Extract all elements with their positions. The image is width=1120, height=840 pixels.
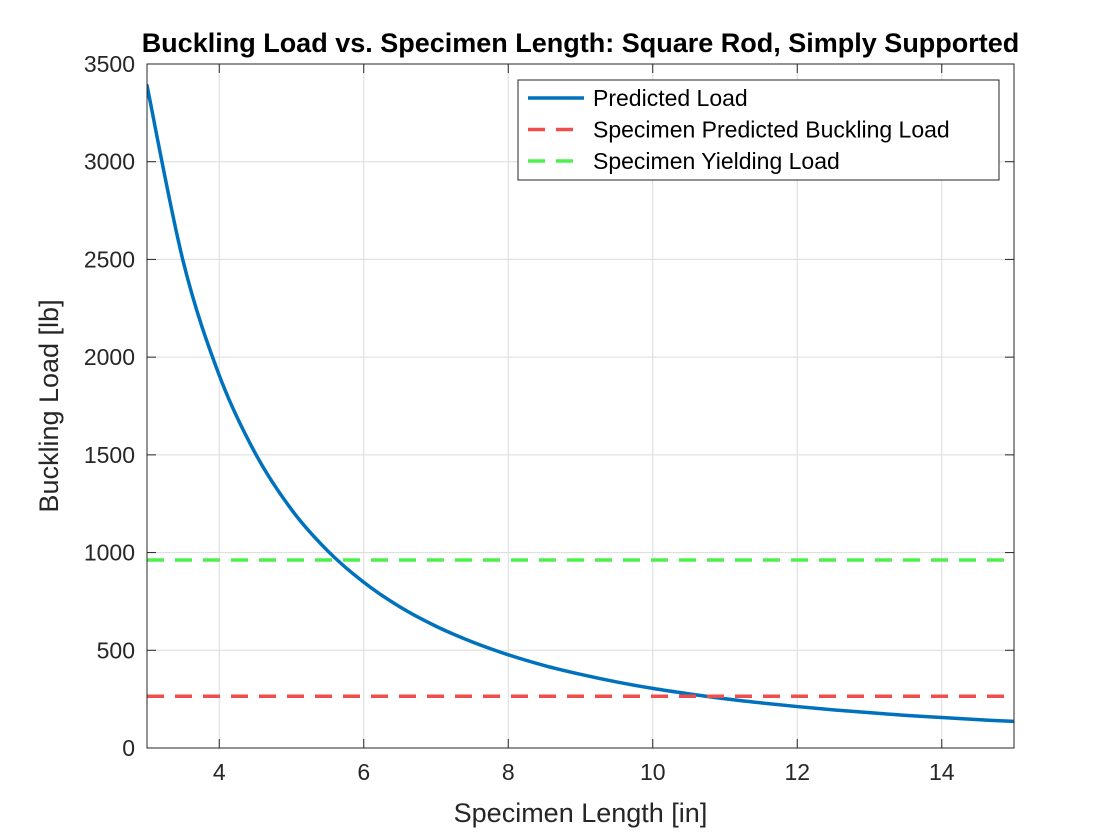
y-axis-label: Buckling Load [lb]	[34, 299, 64, 512]
x-tick-label: 14	[929, 759, 955, 785]
legend-label: Predicted Load	[593, 85, 748, 111]
y-tick-label: 0	[122, 735, 135, 761]
axes-frame	[146, 63, 1015, 749]
series-group	[147, 83, 1014, 724]
legend-items: Predicted Load Specimen Predicted Bucklin…	[528, 85, 950, 174]
legend-label: Specimen Predicted Buckling Load	[593, 117, 950, 143]
tick-labels: 4 6 8 10 12 14 0 500 1000 1500 2000 2500 3000 3500	[84, 51, 955, 785]
legend-item-specimen-yielding-load: Specimen Yielding Load	[528, 148, 840, 174]
tick-marks	[147, 63, 1014, 749]
y-tick-label: 500	[97, 637, 135, 663]
y-tick-label: 2000	[84, 344, 135, 370]
y-tick-label: 1500	[84, 442, 135, 468]
y-tick-label: 2500	[84, 246, 135, 272]
x-tick-label: 8	[502, 759, 515, 785]
chart-title: Buckling Load vs. Specimen Length: Squar…	[142, 28, 1020, 58]
legend-item-predicted-load: Predicted Load	[528, 85, 748, 111]
y-tick-label: 3500	[84, 51, 135, 77]
x-axis-label: Specimen Length [in]	[454, 798, 708, 828]
x-tick-label: 10	[640, 759, 666, 785]
legend-box	[517, 79, 1000, 181]
legend: Predicted Load Specimen Predicted Bucklin…	[517, 79, 1000, 181]
y-tick-label: 1000	[84, 540, 135, 566]
series-line-predicted-load	[147, 83, 1014, 724]
legend-label: Specimen Yielding Load	[593, 148, 840, 174]
y-tick-label: 3000	[84, 149, 135, 175]
x-tick-label: 6	[357, 759, 370, 785]
x-tick-label: 4	[213, 759, 226, 785]
legend-item-specimen-predicted-buckling-load: Specimen Predicted Buckling Load	[528, 117, 950, 143]
x-tick-label: 12	[784, 759, 810, 785]
